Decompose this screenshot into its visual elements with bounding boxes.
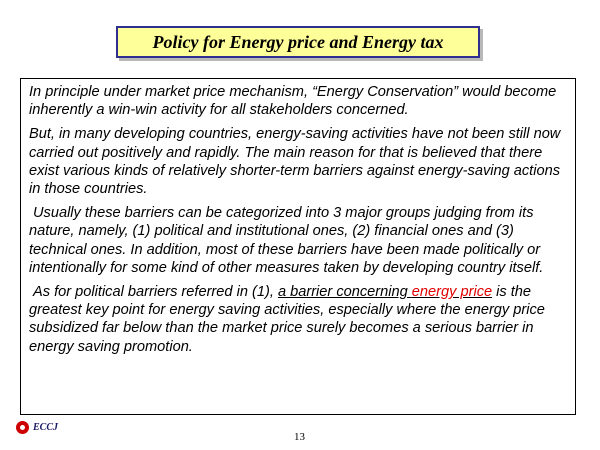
slide-title: Policy for Energy price and Energy tax <box>152 31 444 52</box>
paragraph-4: As for political barriers referred in (1… <box>29 283 567 356</box>
eccj-logo: ECCJ <box>16 421 58 434</box>
paragraph-4-underlined: a barrier concerning energy price <box>278 284 492 300</box>
title-box: Policy for Energy price and Energy tax <box>116 26 480 58</box>
paragraph-3: Usually these barriers can be categorize… <box>29 205 544 276</box>
eccj-logo-icon <box>16 421 29 434</box>
paragraph-4-rest: is the greatest key point for energy sav… <box>29 284 545 355</box>
paragraph-1: In principle under market price mechanis… <box>29 84 557 119</box>
content-box: In principle under market price mechanis… <box>20 78 576 415</box>
eccj-logo-text: ECCJ <box>33 422 59 433</box>
energy-price-highlight: energy price <box>411 284 493 301</box>
page-number: 13 <box>294 431 305 443</box>
paragraph-4-underlined-text: a barrier concerning <box>277 284 412 301</box>
paragraph-4-lead: As for political barriers referred in (1… <box>33 284 278 301</box>
paragraph-2: But, in many developing countries, energ… <box>29 126 561 198</box>
